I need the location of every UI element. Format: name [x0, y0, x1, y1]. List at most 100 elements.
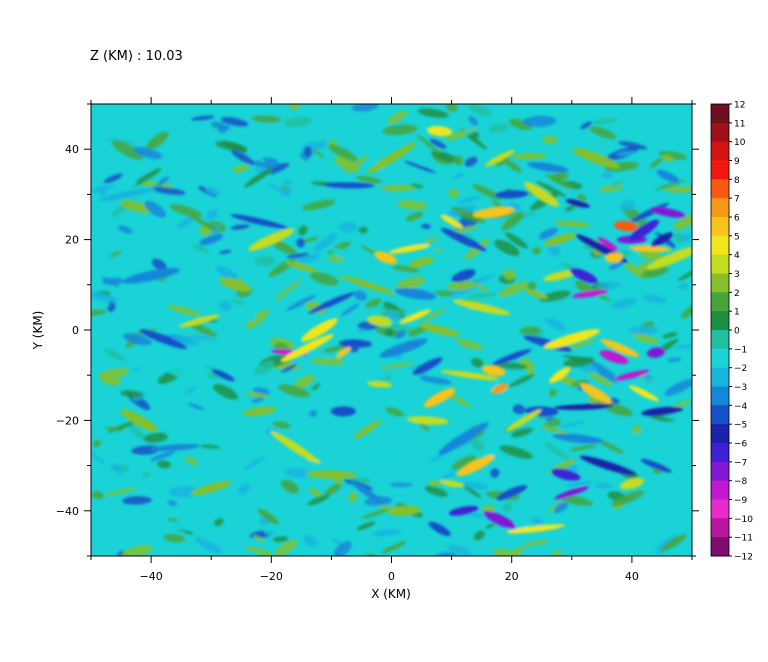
- field-blob: [588, 360, 619, 383]
- field-blob: [599, 184, 623, 193]
- field-blob: [569, 444, 599, 452]
- field-blob: [405, 211, 424, 222]
- x-tick-label: 40: [625, 570, 639, 583]
- field-blob: [490, 468, 500, 478]
- field-blob: [97, 186, 107, 197]
- field-feature: [386, 505, 421, 516]
- colorbar-segment: [711, 292, 729, 312]
- field-feature: [338, 339, 373, 348]
- field-blob: [493, 548, 515, 556]
- field-feature: [565, 199, 591, 208]
- field-blob: [472, 439, 485, 452]
- field-blob: [251, 397, 264, 404]
- field-blob: [142, 471, 151, 478]
- field-feature: [524, 181, 560, 207]
- field-blob: [185, 456, 198, 466]
- field-feature: [628, 219, 660, 242]
- colorbar-segment: [711, 443, 729, 463]
- field-blob: [382, 124, 418, 136]
- field-blob: [381, 184, 415, 192]
- field-blob: [220, 117, 249, 127]
- field-blob: [296, 253, 321, 264]
- field-blob: [213, 518, 224, 527]
- field-blob: [431, 150, 459, 163]
- field-blob: [421, 223, 431, 229]
- field-blob: [472, 184, 503, 201]
- field-feature: [506, 524, 565, 534]
- field-blob: [257, 508, 279, 525]
- field-blob: [314, 233, 338, 252]
- field-blob: [244, 167, 274, 188]
- field-blob: [167, 500, 177, 506]
- field-blob: [145, 131, 169, 150]
- field-feature: [641, 406, 683, 416]
- field-feature: [400, 309, 432, 324]
- field-blob: [385, 407, 404, 417]
- field-feature: [367, 315, 392, 327]
- field-blob: [163, 534, 186, 543]
- field-blob: [272, 421, 291, 429]
- colorbar-segment: [711, 348, 729, 369]
- field-blob: [105, 138, 137, 145]
- field-feature: [619, 477, 645, 490]
- field-feature: [440, 227, 487, 252]
- field-blob: [189, 215, 221, 233]
- field-blob: [286, 253, 309, 259]
- field-blob: [220, 189, 245, 198]
- colorbar-label: −5: [734, 421, 747, 431]
- field-blob: [112, 140, 143, 160]
- field-blob: [456, 195, 481, 205]
- field-blob: [420, 376, 452, 385]
- field-blob: [445, 104, 458, 112]
- field-blob: [404, 160, 436, 174]
- colorbar-segment: [711, 160, 729, 180]
- field-blob: [333, 105, 343, 116]
- field-blob: [501, 211, 524, 231]
- field-blob: [143, 432, 168, 443]
- colorbar-label: −7: [734, 458, 747, 468]
- field-blob: [303, 146, 313, 157]
- field-blob: [618, 141, 648, 150]
- field-blob: [316, 350, 329, 358]
- field-blob: [187, 283, 220, 296]
- field-blob: [341, 303, 360, 317]
- field-blob: [272, 536, 289, 543]
- field-blob: [541, 389, 551, 395]
- field-blob: [282, 187, 292, 197]
- field-blob: [103, 347, 126, 362]
- field-blob: [274, 121, 284, 131]
- colorbar-segment: [711, 273, 729, 293]
- field-blob: [507, 374, 535, 388]
- field-blob: [246, 391, 269, 399]
- colorbar-label: 8: [734, 176, 740, 186]
- field-feature: [647, 347, 665, 358]
- field-blob: [539, 290, 571, 302]
- field-feature: [248, 228, 295, 251]
- field-blob: [468, 104, 492, 118]
- field-feature: [285, 261, 318, 273]
- field-feature: [554, 486, 589, 500]
- field-blob: [468, 116, 478, 126]
- field-blob: [641, 266, 669, 278]
- field-blob: [358, 226, 368, 234]
- field-blob: [93, 439, 102, 448]
- field-blob: [566, 181, 601, 196]
- field-blob: [100, 375, 121, 386]
- field-blob: [681, 233, 691, 242]
- field-blob: [91, 395, 102, 410]
- field-feature: [600, 339, 640, 358]
- field-blob: [339, 221, 357, 233]
- colorbar-segment: [711, 122, 729, 143]
- field-feature: [366, 142, 417, 175]
- field-blob: [151, 258, 167, 271]
- field-blob: [563, 357, 595, 368]
- field-blob: [492, 362, 528, 370]
- colorbar-label: 10: [734, 138, 746, 148]
- field-feature: [349, 480, 385, 505]
- field-feature: [301, 318, 338, 342]
- field-feature: [178, 314, 220, 328]
- colorbar-label: −11: [734, 534, 753, 544]
- field-feature: [199, 233, 224, 246]
- field-feature: [150, 444, 201, 451]
- field-blob: [160, 361, 194, 380]
